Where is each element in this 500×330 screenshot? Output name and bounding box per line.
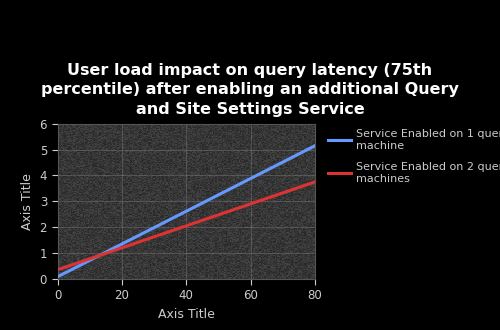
Text: User load impact on query latency (75th
percentile) after enabling an additional: User load impact on query latency (75th … (41, 63, 459, 117)
X-axis label: Axis Title: Axis Title (158, 308, 214, 321)
Legend: Service Enabled on 1 query
machine, Service Enabled on 2 query
machines: Service Enabled on 1 query machine, Serv… (328, 129, 500, 183)
Y-axis label: Axis Title: Axis Title (21, 173, 34, 230)
